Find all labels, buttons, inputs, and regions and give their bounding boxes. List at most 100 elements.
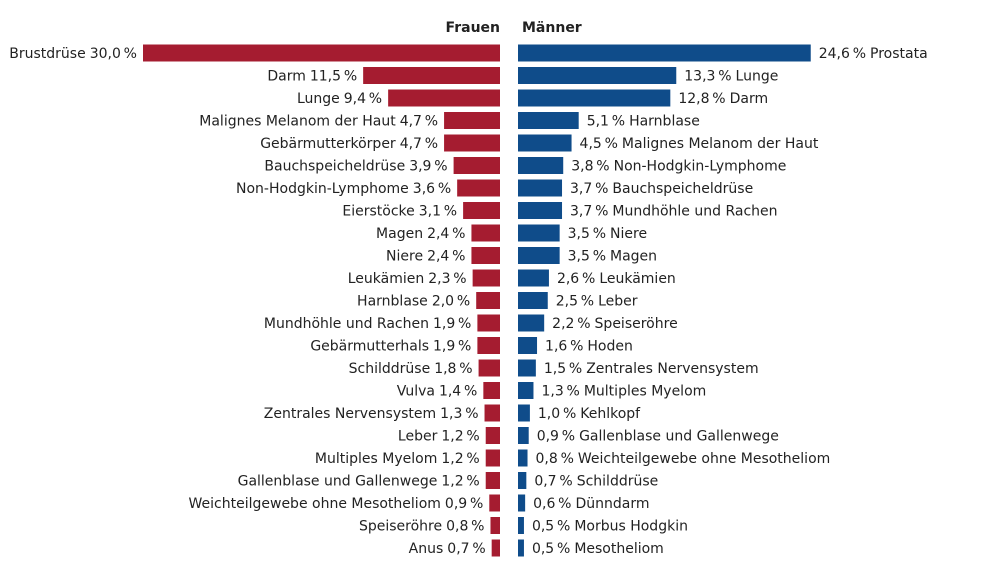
value-label: 30,0 %	[90, 46, 137, 62]
category-label: Eierstöcke	[342, 204, 414, 220]
value-label: 1,3 %	[541, 384, 579, 400]
bar-label: Anus 0,7 %	[409, 541, 486, 557]
bar-label: Gallenblase und Gallenwege 1,2 %	[238, 474, 480, 490]
category-label: Gallenblase und Gallenwege	[238, 474, 438, 490]
bar	[483, 382, 500, 399]
value-label: 2,0 %	[432, 294, 470, 310]
category-label: Darm	[730, 91, 769, 107]
category-label: Magen	[610, 249, 657, 265]
category-label: Gebärmutterhals	[310, 339, 429, 355]
bar-label: 0,9 % Gallenblase und Gallenwege	[537, 429, 779, 445]
bar	[472, 269, 500, 287]
value-label: 3,6 %	[413, 181, 451, 197]
value-label: 2,2 %	[552, 316, 590, 332]
bar-label: Lunge 9,4 %	[297, 91, 382, 107]
bar	[363, 67, 500, 84]
value-label: 1,9 %	[433, 339, 471, 355]
bar-label: 2,2 % Speiseröhre	[552, 316, 678, 332]
category-label: Niere	[386, 249, 423, 265]
bar	[477, 314, 500, 332]
bar	[477, 337, 500, 354]
value-label: 1,3 %	[440, 406, 478, 422]
bar	[491, 539, 500, 557]
bar	[518, 359, 536, 377]
bar	[518, 44, 811, 62]
bar-label: Bauchspeicheldrüse 3,9 %	[264, 159, 447, 175]
bar-label: Zentrales Nervensystem 1,3 %	[264, 406, 479, 422]
bar	[518, 472, 527, 489]
bar	[489, 494, 500, 512]
category-label: Harnblase	[629, 114, 700, 130]
bar-label: Niere 2,4 %	[386, 249, 465, 265]
bar-label: Leber 1,2 %	[398, 429, 480, 445]
category-label: Bauchspeicheldrüse	[612, 181, 753, 197]
bar	[143, 44, 500, 62]
category-label: Speiseröhre	[595, 316, 678, 332]
bar	[444, 134, 500, 152]
category-label: Kehlkopf	[580, 406, 641, 422]
category-label: Zentrales Nervensystem	[586, 361, 758, 377]
bar	[518, 382, 534, 399]
value-label: 1,9 %	[433, 316, 471, 332]
bar-label: Brustdrüse 30,0 %	[9, 46, 137, 62]
category-label: Mundhöhle und Rachen	[264, 316, 429, 332]
bar	[484, 404, 500, 422]
value-label: 24,6 %	[819, 46, 866, 62]
value-label: 1,6 %	[545, 339, 583, 355]
bar-label: 13,3 % Lunge	[684, 69, 778, 85]
bar-label: 12,8 % Darm	[678, 91, 768, 107]
category-label: Prostata	[870, 46, 928, 62]
category-label: Mesotheliom	[574, 541, 664, 557]
bar	[518, 449, 528, 467]
bar-label: Vulva 1,4 %	[397, 384, 478, 400]
bar	[518, 517, 524, 534]
value-label: 1,5 %	[544, 361, 582, 377]
bar	[490, 517, 500, 534]
category-label: Lunge	[297, 91, 340, 107]
bar-label: 4,5 % Malignes Melanom der Haut	[580, 136, 819, 152]
category-label: Malignes Melanom der Haut	[622, 136, 819, 152]
category-label: Malignes Melanom der Haut	[199, 114, 396, 130]
value-label: 0,5 %	[532, 541, 570, 557]
bar-label: Speiseröhre 0,8 %	[359, 519, 485, 535]
bar	[444, 112, 500, 129]
category-label: Gallenblase und Gallenwege	[579, 429, 779, 445]
bar	[485, 472, 500, 489]
bar-label: Malignes Melanom der Haut 4,7 %	[199, 114, 438, 130]
bar	[518, 269, 549, 287]
value-label: 0,7 %	[534, 474, 572, 490]
value-label: 3,5 %	[568, 226, 606, 242]
category-label: Mundhöhle und Rachen	[612, 204, 777, 220]
bar-label: Leukämien 2,3 %	[348, 271, 467, 287]
category-label: Speiseröhre	[359, 519, 442, 535]
value-label: 0,7 %	[447, 541, 485, 557]
bar	[471, 247, 500, 264]
bar-label: Magen 2,4 %	[376, 226, 465, 242]
bar-label: 0,8 % Weichteilgewebe ohne Mesotheliom	[536, 451, 831, 467]
bar-label: 3,5 % Magen	[568, 249, 657, 265]
category-label: Leber	[398, 429, 438, 445]
bar-label: Darm 11,5 %	[267, 69, 357, 85]
category-label: Multiples Myelom	[315, 451, 437, 467]
category-label: Anus	[409, 541, 444, 557]
value-label: 4,7 %	[400, 114, 438, 130]
value-label: 1,0 %	[538, 406, 576, 422]
category-label: Schilddrüse	[577, 474, 659, 490]
value-label: 3,9 %	[409, 159, 447, 175]
value-label: 0,8 %	[446, 519, 484, 535]
category-label: Non-Hodgkin-Lymphome	[614, 159, 787, 175]
bar-label: Schilddrüse 1,8 %	[349, 361, 473, 377]
value-label: 3,1 %	[419, 204, 457, 220]
bar-label: 3,7 % Mundhöhle und Rachen	[570, 204, 778, 220]
value-label: 0,6 %	[533, 496, 571, 512]
value-label: 2,6 %	[557, 271, 595, 287]
bar	[471, 224, 500, 242]
bar-label: 1,6 % Hoden	[545, 339, 633, 355]
bar-label: 3,7 % Bauchspeicheldrüse	[570, 181, 753, 197]
category-label: Leber	[598, 294, 638, 310]
bar	[518, 179, 563, 197]
value-label: 3,7 %	[570, 181, 608, 197]
value-label: 3,5 %	[568, 249, 606, 265]
value-label: 2,5 %	[556, 294, 594, 310]
